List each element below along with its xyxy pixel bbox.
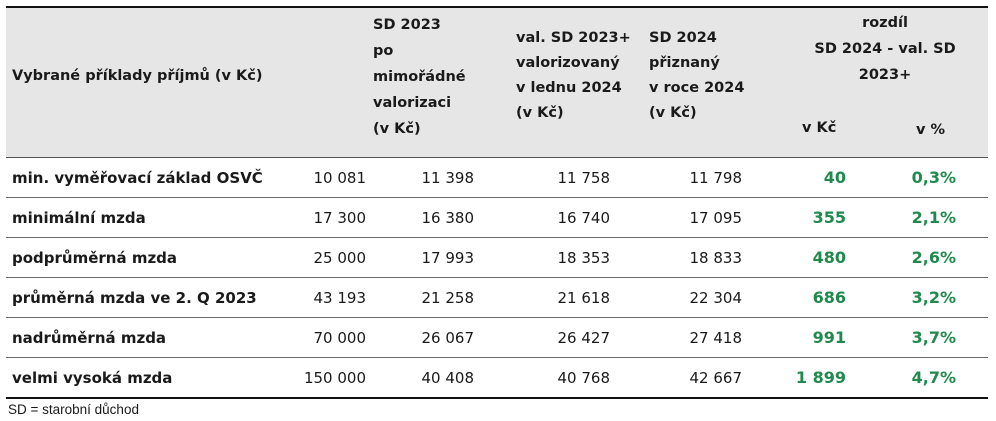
diff-kc-cell: 686 [812,288,846,307]
income-cell: 17 300 [313,209,367,227]
footnote: SD = starobní důchod [8,402,139,417]
row-label: nadrůměrná mzda [12,329,167,347]
sd2023-cell: 40 408 [421,369,475,387]
table-header-background [6,6,988,158]
row-label: průměrná mzda ve 2. Q 2023 [12,289,257,307]
sd2023-cell: 26 067 [421,329,475,347]
header-income-label: Vybrané příklady příjmů (v Kč) [12,68,263,84]
table-row: průměrná mzda ve 2. Q 2023 43 193 21 258 21… [6,278,988,318]
table-row: min. vyměřovací základ OSVČ 10 081 11 398 1… [6,158,988,198]
header-sd2024: SD 2024 přiznaný v roce 2024 (v Kč) [649,30,745,121]
header-diff-pct: v % [916,122,946,138]
row-separator [6,277,988,278]
diff-pct-cell: 3,2% [911,288,956,307]
income-cell: 43 193 [313,289,367,307]
sd2023-cell: 21 258 [421,289,475,307]
diff-pct-cell: 0,3% [911,168,956,187]
header-valorized: val. SD 2023+ valorizovaný v lednu 2024 … [516,30,631,121]
sd2023-cell: 17 993 [421,249,475,267]
table-row: minimální mzda 17 300 16 380 16 740 17 095 35… [6,198,988,238]
diff-kc-cell: 1 899 [795,368,846,387]
valorized-cell: 21 618 [557,289,611,307]
row-separator [6,317,988,318]
sd2024-cell: 27 418 [689,329,743,347]
row-separator [6,197,988,198]
row-label: velmi vysoká mzda [12,369,173,387]
valorized-cell: 26 427 [557,329,611,347]
row-label: podprůměrná mzda [12,249,178,267]
valorized-cell: 40 768 [557,369,611,387]
table-row: velmi vysoká mzda 150 000 40 408 40 768 42 6… [6,358,988,398]
header-sd2023: SD 2023 po mimořádné valorizaci (v Kč) [373,17,466,137]
sd2024-cell: 18 833 [689,249,743,267]
table-row: nadrůměrná mzda 70 000 26 067 26 427 27 418 9… [6,318,988,358]
diff-kc-cell: 355 [812,208,846,227]
header-separator [6,157,988,158]
diff-kc-cell: 991 [812,328,846,347]
row-separator [6,357,988,358]
header-diff-kc: v Kč [802,120,837,136]
sd2024-cell: 17 095 [689,209,743,227]
diff-pct-cell: 2,6% [911,248,956,267]
header-difference: rozdíl SD 2024 - val. SD 2023+ [814,15,956,83]
sd2024-cell: 11 798 [689,169,743,187]
diff-pct-cell: 3,7% [911,328,956,347]
diff-pct-cell: 2,1% [911,208,956,227]
diff-kc-cell: 480 [812,248,846,267]
sd2023-cell: 16 380 [421,209,475,227]
income-cell: 25 000 [313,249,367,267]
row-separator [6,237,988,238]
income-cell: 10 081 [313,169,367,187]
row-label: min. vyměřovací základ OSVČ [12,169,263,187]
income-cell: 150 000 [303,369,366,387]
sd2024-cell: 42 667 [689,369,743,387]
table-row: podprůměrná mzda 25 000 17 993 18 353 18 833… [6,238,988,278]
sd2023-cell: 11 398 [421,169,475,187]
table-bottom-rule [6,397,988,399]
income-cell: 70 000 [313,329,367,347]
diff-kc-cell: 40 [823,168,846,187]
table-top-rule [6,6,988,8]
valorized-cell: 18 353 [557,249,611,267]
diff-pct-cell: 4,7% [911,368,956,387]
row-label: minimální mzda [12,209,146,227]
valorized-cell: 16 740 [557,209,611,227]
sd2024-cell: 22 304 [689,289,743,307]
valorized-cell: 11 758 [557,169,611,187]
